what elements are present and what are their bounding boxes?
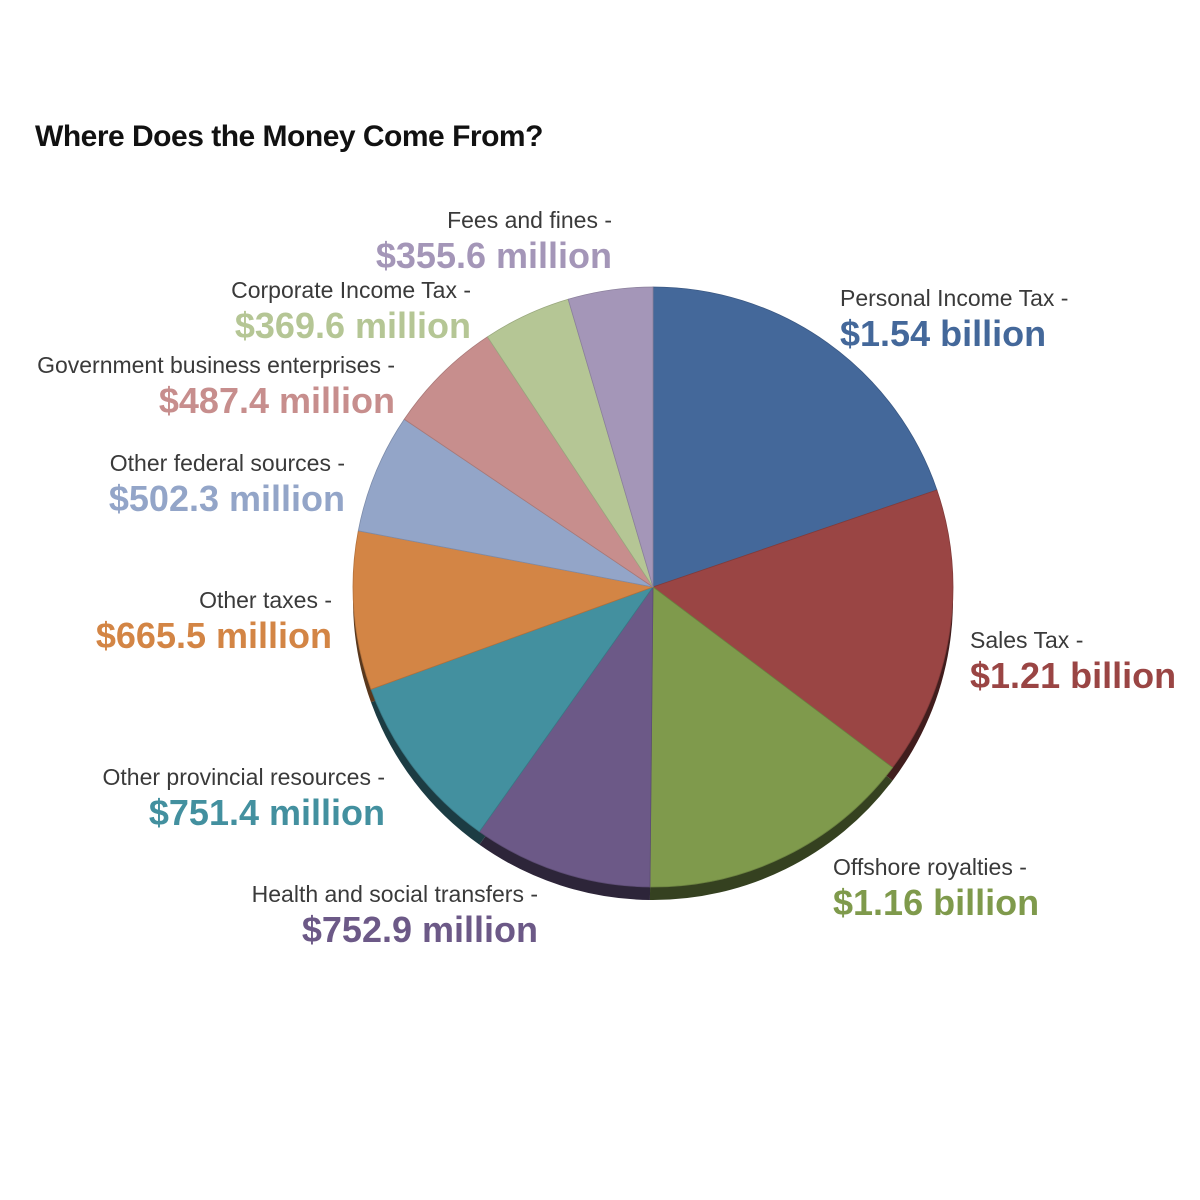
slice-value: $1.54 billion	[840, 313, 1047, 354]
pie-slice	[567, 286, 654, 588]
slice-name: Health and social transfers -	[251, 881, 538, 907]
slice-value: $487.4 million	[158, 380, 395, 421]
label-offshore-royalties: Offshore royalties - $1.16 billion	[833, 856, 1039, 921]
slice-name: Offshore royalties -	[833, 854, 1027, 880]
label-government-business-enterprises: Government business enterprises - $487.4…	[37, 354, 395, 419]
label-other-federal-sources: Other federal sources - $502.3 million	[109, 452, 345, 517]
label-personal-income-tax: Personal Income Tax - $1.54 billion	[840, 287, 1068, 352]
pie-slice	[357, 418, 654, 588]
slice-value: $369.6 million	[234, 305, 471, 346]
slice-value: $1.16 billion	[833, 882, 1040, 923]
label-health-social-transfers: Health and social transfers - $752.9 mil…	[252, 883, 538, 948]
pie-slice	[352, 530, 655, 690]
label-corporate-income-tax: Corporate Income Tax - $369.6 million	[231, 279, 471, 344]
slice-name: Corporate Income Tax -	[231, 277, 471, 303]
slice-value: $355.6 million	[375, 235, 612, 276]
chart-title: Where Does the Money Come From?	[35, 120, 543, 153]
slice-value: $751.4 million	[148, 792, 385, 833]
slice-name: Government business enterprises -	[37, 352, 395, 378]
slice-name: Sales Tax -	[970, 627, 1084, 653]
label-other-taxes: Other taxes - $665.5 million	[96, 589, 332, 654]
slice-value: $752.9 million	[301, 909, 538, 950]
slice-value: $1.21 billion	[970, 655, 1177, 696]
slice-name: Other provincial resources -	[102, 764, 386, 790]
slice-name: Other taxes -	[199, 587, 332, 613]
slice-value: $502.3 million	[108, 478, 345, 519]
pie-slice	[403, 336, 654, 588]
slice-name: Fees and fines -	[447, 207, 612, 233]
slice-name: Personal Income Tax -	[840, 285, 1069, 311]
pie-slice	[652, 489, 954, 769]
pie-slice	[652, 286, 938, 588]
label-sales-tax: Sales Tax - $1.21 billion	[970, 629, 1176, 694]
label-fees-and-fines: Fees and fines - $355.6 million	[376, 209, 612, 274]
slice-value: $665.5 million	[95, 615, 332, 656]
pie-slice	[478, 585, 654, 888]
slice-name: Other federal sources -	[109, 450, 345, 476]
pie-slice	[370, 586, 655, 833]
label-other-provincial-resources: Other provincial resources - $751.4 mill…	[103, 766, 386, 831]
pie-slice	[649, 586, 894, 888]
pie-slices	[352, 286, 954, 888]
